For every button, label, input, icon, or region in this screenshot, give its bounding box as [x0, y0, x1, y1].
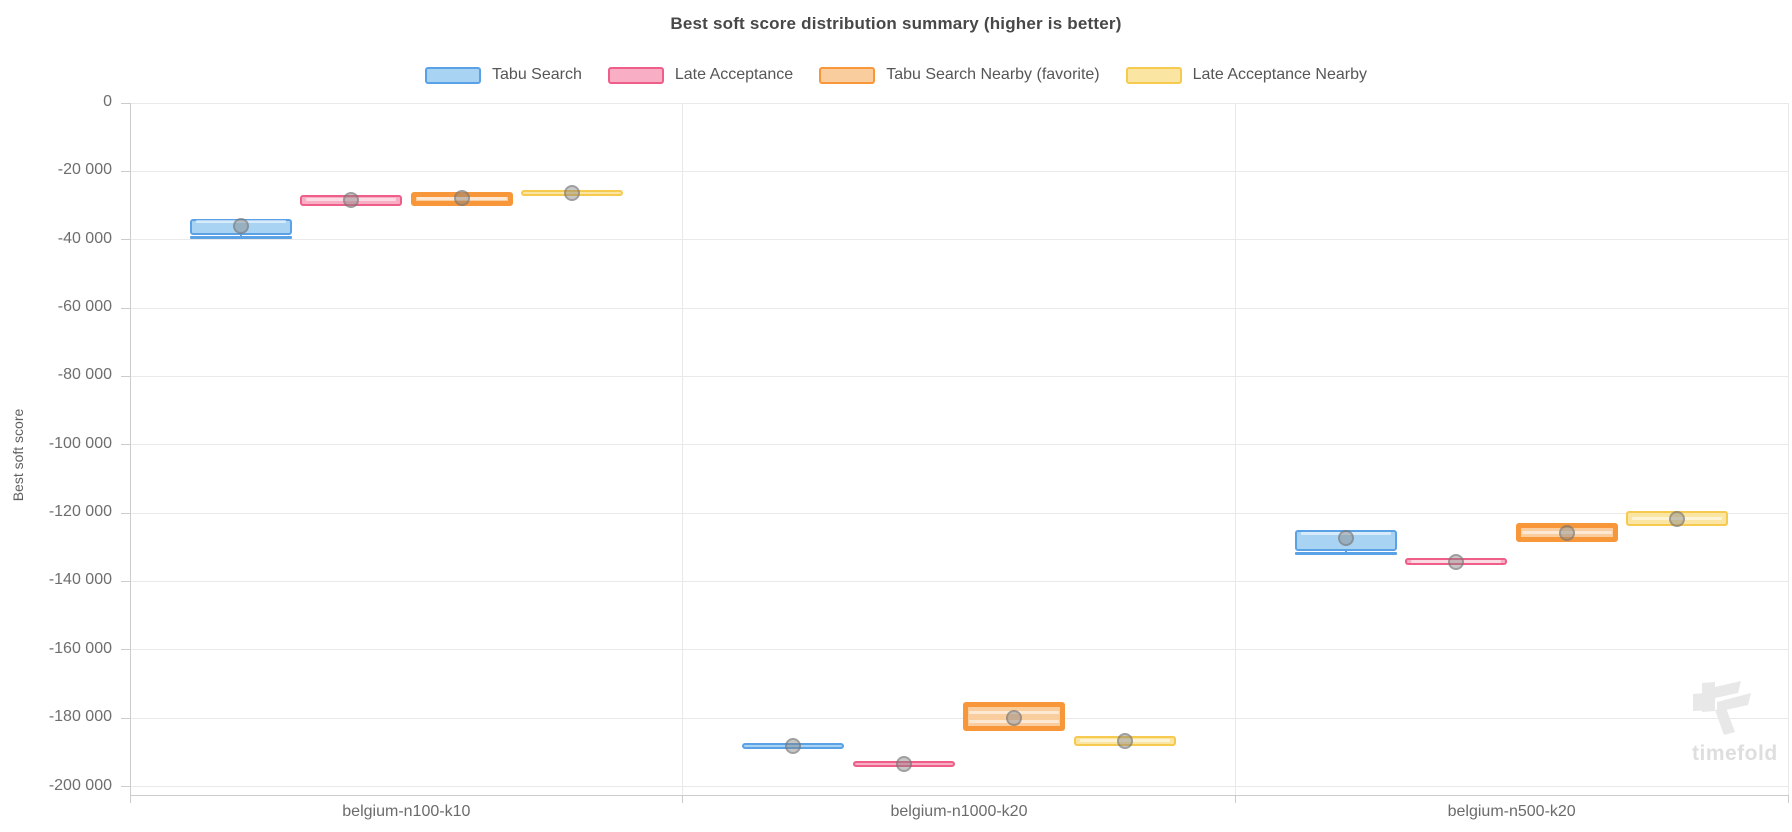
- x-axis-tick-mark: [1787, 795, 1789, 803]
- mean-marker-late-acceptance: [343, 192, 360, 209]
- category-separator: [682, 103, 684, 795]
- legend-label: Tabu Search Nearby (favorite): [886, 66, 1100, 83]
- gridline: [130, 444, 1788, 446]
- y-axis-tick-label: -40 000: [57, 229, 112, 247]
- x-axis-label: belgium-n500-k20: [1447, 803, 1576, 820]
- legend-item-late-acceptance[interactable]: Late Acceptance: [607, 66, 794, 84]
- mean-marker-tabu-search: [232, 217, 249, 234]
- mean-marker-late-acceptance: [1448, 553, 1465, 570]
- gridline: [130, 102, 1788, 104]
- y-axis-line: [130, 103, 131, 795]
- mean-marker-late-acceptance: [895, 756, 912, 773]
- y-axis-tick-label: -180 000: [48, 708, 112, 726]
- y-axis-tick-label: -140 000: [48, 571, 112, 589]
- legend-swatch-icon: [819, 66, 876, 84]
- y-axis-tick-label: -160 000: [48, 639, 112, 657]
- gridline: [130, 307, 1788, 309]
- gridline: [130, 170, 1788, 172]
- y-axis-tick-mark: [121, 170, 130, 172]
- y-axis-tick-label: -80 000: [57, 366, 112, 384]
- timefold-logo-icon: [1693, 681, 1751, 735]
- y-axis-tick-mark: [121, 375, 130, 377]
- whisker-cap-tabu-search: [189, 236, 292, 240]
- legend-label: Tabu Search: [492, 66, 582, 83]
- watermark-brand: timefold: [1692, 742, 1778, 765]
- legend: Tabu Search Late Acceptance Tabu Search Ne…: [0, 66, 1792, 84]
- gridline: [130, 649, 1788, 651]
- chart-title: Best soft score distribution summary (hi…: [670, 14, 1122, 33]
- y-axis-tick-label: -100 000: [48, 434, 112, 452]
- y-axis-tick-label: -120 000: [48, 503, 112, 521]
- y-axis-tick-label: -60 000: [57, 298, 112, 316]
- mean-marker-late-acceptance-nearby: [1116, 733, 1133, 750]
- gridline: [130, 512, 1788, 514]
- mean-marker-tabu-search-nearby-favorite: [1558, 524, 1575, 541]
- mean-marker-tabu-search: [1337, 530, 1354, 547]
- plot-right-border: [1788, 103, 1789, 795]
- whisker-cap-tabu-search: [1294, 551, 1397, 555]
- legend-label: Late Acceptance Nearby: [1192, 66, 1367, 83]
- whisker-stem-tabu-search: [239, 234, 242, 238]
- gridline: [130, 580, 1788, 582]
- legend-item-tabu-search[interactable]: Tabu Search: [425, 66, 582, 84]
- gridline: [130, 786, 1788, 787]
- x-axis-tick-mark: [129, 795, 131, 803]
- legend-swatch-icon: [607, 66, 664, 84]
- mean-marker-tabu-search: [785, 737, 802, 754]
- legend-swatch-icon: [425, 66, 482, 84]
- mean-marker-late-acceptance-nearby: [564, 184, 581, 201]
- y-axis-tick-mark: [121, 102, 130, 104]
- y-axis-tick-mark: [121, 239, 130, 241]
- x-axis-label: belgium-n100-k10: [342, 803, 471, 820]
- y-axis-tick-label: -20 000: [57, 161, 112, 179]
- mean-marker-tabu-search-nearby-favorite: [1006, 710, 1023, 727]
- y-axis-tick-label: -200 000: [48, 776, 112, 794]
- mean-marker-late-acceptance-nearby: [1669, 511, 1686, 528]
- gridline: [130, 239, 1788, 241]
- gridline: [130, 717, 1788, 719]
- y-axis-tick-mark: [121, 649, 130, 651]
- category-separator: [1234, 103, 1236, 795]
- mean-marker-tabu-search-nearby-favorite: [453, 190, 470, 207]
- gridline: [130, 375, 1788, 377]
- x-axis-label: belgium-n1000-k20: [890, 803, 1028, 820]
- x-axis-tick-mark: [682, 795, 684, 803]
- y-axis-tick-mark: [121, 580, 130, 582]
- x-axis-line: [130, 795, 1789, 796]
- y-axis-tick-mark: [121, 786, 130, 787]
- legend-item-tabu-search-nearby-favorite[interactable]: Tabu Search Nearby (favorite): [819, 66, 1100, 84]
- y-axis-tick-label: 0: [103, 93, 112, 110]
- y-axis-tick-mark: [121, 444, 130, 446]
- x-axis-tick-mark: [1234, 795, 1236, 803]
- watermark: timefold: [1688, 680, 1778, 765]
- y-axis-tick-mark: [121, 717, 130, 719]
- y-axis-tick-mark: [121, 512, 130, 514]
- y-axis-tick-mark: [121, 307, 130, 309]
- legend-label: Late Acceptance: [674, 66, 794, 83]
- legend-swatch-icon: [1125, 66, 1182, 84]
- legend-item-late-acceptance-nearby[interactable]: Late Acceptance Nearby: [1125, 66, 1367, 84]
